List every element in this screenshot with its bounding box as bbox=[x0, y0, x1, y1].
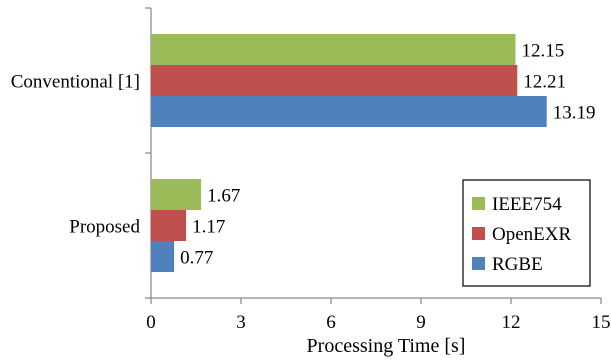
bar-ieee754-proposed bbox=[151, 179, 202, 210]
data-label: 13.19 bbox=[553, 103, 596, 124]
legend-label: IEEE754 bbox=[492, 194, 562, 215]
x-axis-title: Processing Time [s] bbox=[307, 335, 466, 357]
legend: IEEE754 OpenEXR RGBE bbox=[462, 179, 591, 287]
data-label: 1.67 bbox=[207, 186, 240, 207]
data-label: 12.15 bbox=[522, 41, 565, 62]
x-tick-label: 12 bbox=[502, 312, 521, 333]
category-label: Conventional [1] bbox=[11, 72, 140, 93]
data-label: 0.77 bbox=[180, 248, 213, 269]
legend-label: RGBE bbox=[492, 254, 543, 275]
bar-openexr-proposed bbox=[151, 210, 187, 241]
bar-ieee754-conventional bbox=[151, 34, 516, 65]
legend-swatch-rgbe bbox=[472, 257, 485, 270]
x-tick-label: 3 bbox=[236, 312, 246, 333]
bar-openexr-conventional bbox=[151, 65, 518, 96]
legend-label: OpenEXR bbox=[492, 224, 571, 245]
x-tick-label: 6 bbox=[326, 312, 336, 333]
bar-rgbe-proposed bbox=[151, 241, 175, 272]
data-label: 12.21 bbox=[523, 72, 566, 93]
legend-swatch-ieee754 bbox=[472, 197, 485, 210]
category-label: Proposed bbox=[69, 217, 140, 238]
legend-swatch-openexr bbox=[472, 227, 485, 240]
data-label: 1.17 bbox=[192, 217, 225, 238]
x-tick-label: 15 bbox=[592, 312, 611, 333]
x-tick-label: 0 bbox=[146, 312, 156, 333]
x-tick-label: 9 bbox=[416, 312, 426, 333]
bar-rgbe-conventional bbox=[151, 96, 547, 127]
